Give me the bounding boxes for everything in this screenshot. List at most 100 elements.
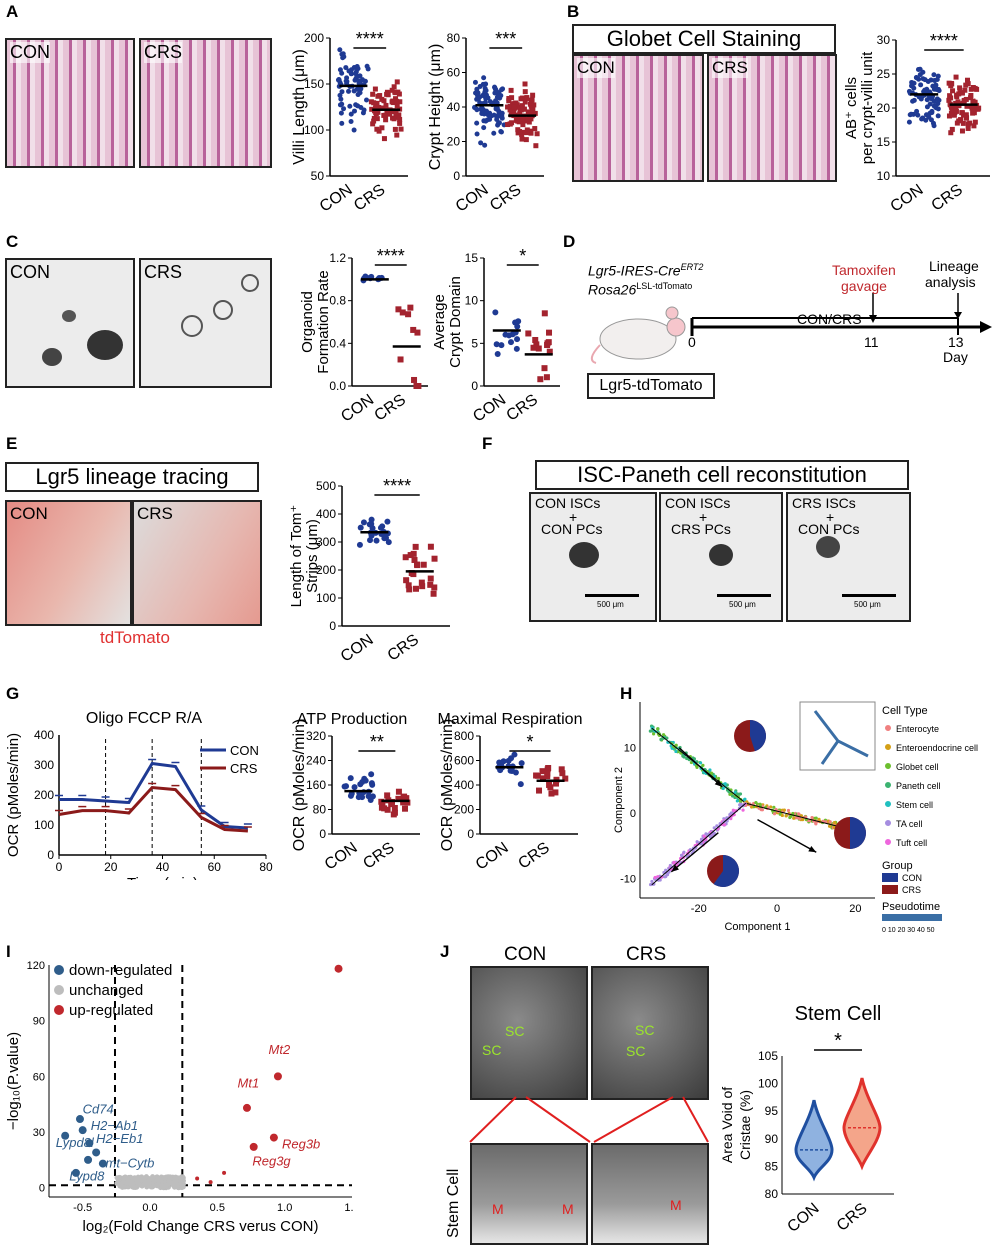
data-point [472,79,478,85]
data-point [356,80,362,86]
data-point [959,90,965,96]
data-point [962,87,968,93]
x-tick-label: CON [473,839,512,873]
data-point [368,780,375,787]
data-point [482,142,488,148]
data-point [507,121,513,127]
data-point [394,103,400,109]
data-point [335,77,341,83]
data-point [929,108,935,114]
x-tick-label: CON [338,391,377,425]
data-point [369,106,375,112]
data-point [343,65,349,71]
data-point [515,127,521,133]
gene-label-down: H2−Eb1 [96,1131,143,1146]
y-tick-label: 0 [467,827,474,841]
cell-point [772,812,777,816]
y-tick-label: 5 [471,336,478,350]
cell-point [792,816,796,820]
y-tick-label: 0 [453,169,460,183]
x-tick-label: CON [338,631,377,665]
data-point [509,95,515,101]
y-axis-label: Villi Length (μm) [291,49,308,165]
data-point [959,128,965,134]
cell-point [735,792,739,796]
y-tick-label: 300 [316,535,336,549]
data-point [395,795,402,802]
data-point [382,112,388,118]
data-point [918,82,924,88]
gene-point-up [273,1072,282,1081]
y-tick-label: 0.8 [329,294,346,308]
gene-point-down [61,1131,70,1140]
cell-point [681,754,685,758]
data-point [498,760,505,767]
x-tick-label: CRS [351,181,388,214]
legend-label: up-regulated [69,1002,153,1019]
gene-label-down: H2−Ab1 [91,1118,138,1133]
data-point [533,341,540,348]
gene-label-up: Reg3g [252,1153,291,1168]
data-point [341,783,348,790]
x-axis-label: Component 1 [724,921,790,933]
data-point [481,93,487,99]
x-tick-label: 1.0 [277,1202,292,1214]
y-tick-label: 30 [33,1127,45,1139]
image-line-2: CRS PCs [671,521,731,537]
cell-point [669,744,673,748]
data-point [337,67,343,73]
y-tick-label: 90 [33,1016,45,1028]
y-tick-label: 0 [39,1183,45,1195]
y-tick-label: 15 [877,135,891,149]
y-tick-label: 100 [316,591,336,605]
x-tick-label: CRS [385,631,422,664]
data-point [344,79,350,85]
x-tick-label: 0.5 [210,1202,225,1214]
data-point [953,105,959,111]
gene-point-unchanged [151,1183,157,1189]
data-point [377,93,383,99]
gene-point-unchanged [117,1183,123,1189]
organoid-formation-chart: 0.0 0.4 0.8 1.2 Organoid Formation Rate CONCRS… [299,248,428,426]
data-point [525,330,532,337]
panel-label-i: I [6,942,11,961]
data-point [958,117,964,123]
legend-dot [54,985,64,995]
significance-label: **** [383,478,411,496]
y-tick-label: 0.4 [329,336,346,350]
data-point [976,105,982,111]
inset-box [799,701,876,771]
x-tick-label: -0.5 [73,1202,92,1214]
data-point [530,92,536,98]
data-point [379,125,385,131]
image-label: CON [10,262,50,282]
data-point [408,570,415,577]
data-point [540,775,547,782]
y-tick-label: 25 [877,67,891,81]
data-point [515,104,521,110]
data-point [351,784,358,791]
panel-e-title: Lgr5 lineage tracing [5,462,259,492]
data-point [379,523,386,530]
reconstitution-image-2: CON ISCs + CRS PCs 500 μm [659,492,783,622]
organoid-image-crs: CRS [139,258,272,388]
x-tick-label: 60 [208,860,222,874]
data-point [514,336,521,343]
y-tick-label: 60 [447,66,461,80]
significance-label: **** [377,248,405,266]
y-tick-label: 300 [34,758,54,772]
x-axis-label: log₂(Fold Change CRS verus CON) [83,1218,319,1235]
x-tick-label: CON [888,181,927,215]
legend-label: Enterocyte [896,724,939,734]
y-axis-label: Organoid [299,291,316,353]
data-point [533,143,539,149]
data-point [419,583,426,590]
panel-label-j: J [440,942,450,961]
cell-point [734,809,738,813]
data-point [908,111,914,117]
cell-point [732,809,736,813]
chart-title: Maximal Respiration [438,711,583,728]
image-plus: + [699,509,708,525]
data-point [494,116,500,122]
